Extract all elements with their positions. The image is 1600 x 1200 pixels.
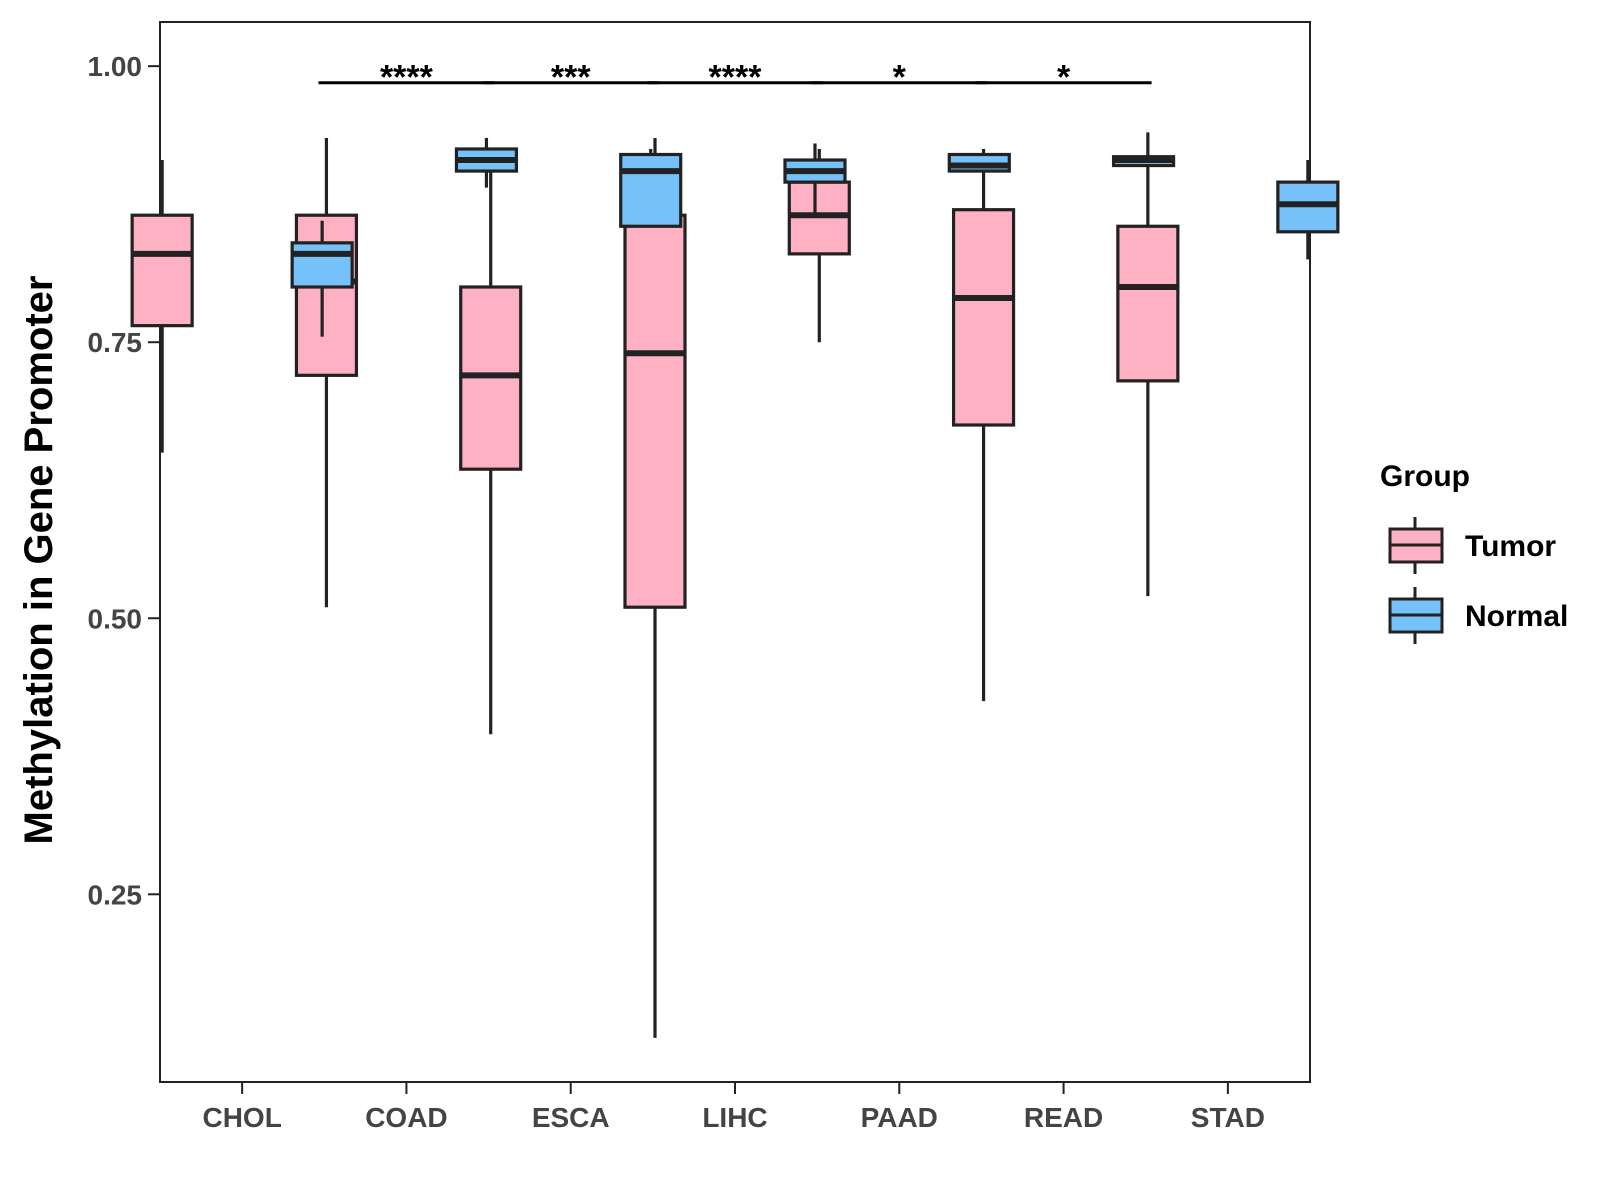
legend: Group Tumor Normal (1380, 460, 1568, 644)
y-tick-label: 0.50 (88, 603, 143, 634)
x-tick-label: LIHC (702, 1102, 767, 1133)
legend-item-normal: Normal (1388, 587, 1568, 644)
box-coad-tumor (294, 213, 359, 377)
box-stad-tumor (1116, 224, 1180, 383)
significance-label-coad: **** (380, 59, 434, 97)
box-chol-normal (290, 241, 354, 289)
legend-title: Group (1380, 460, 1470, 493)
legend-item-tumor: Tumor (1388, 517, 1556, 574)
plot-area: 0.25 0.50 0.75 1.00 CHOL COAD ESCA LIHC PAAD READ… (88, 21, 1340, 1133)
x-tick-label: COAD (365, 1102, 447, 1133)
plot-panel-border (159, 21, 1311, 1083)
significance-label-lihc: **** (709, 59, 763, 97)
x-tick-label: PAAD (861, 1102, 938, 1133)
legend-label-tumor: Tumor (1465, 530, 1556, 563)
box-chol-tumor (130, 213, 194, 328)
significance-label-read: * (1057, 59, 1071, 97)
x-tick-label: CHOL (202, 1102, 281, 1133)
legend-label-normal: Normal (1465, 600, 1568, 633)
y-tick-label: 1.00 (88, 51, 143, 82)
x-tick-label: ESCA (532, 1102, 610, 1133)
y-tick-label: 0.25 (88, 879, 143, 910)
significance-label-paad: * (893, 59, 907, 97)
box-esca-normal (619, 152, 683, 228)
box-lihc-tumor (623, 213, 687, 609)
x-tick-label: READ (1024, 1102, 1103, 1133)
x-tick-label: STAD (1191, 1102, 1265, 1133)
y-axis-title: Methylation in Gene Promoter (17, 276, 61, 845)
box-read-tumor (951, 208, 1016, 427)
y-tick-label: 0.75 (88, 327, 143, 358)
significance-label-esca: *** (551, 59, 591, 97)
